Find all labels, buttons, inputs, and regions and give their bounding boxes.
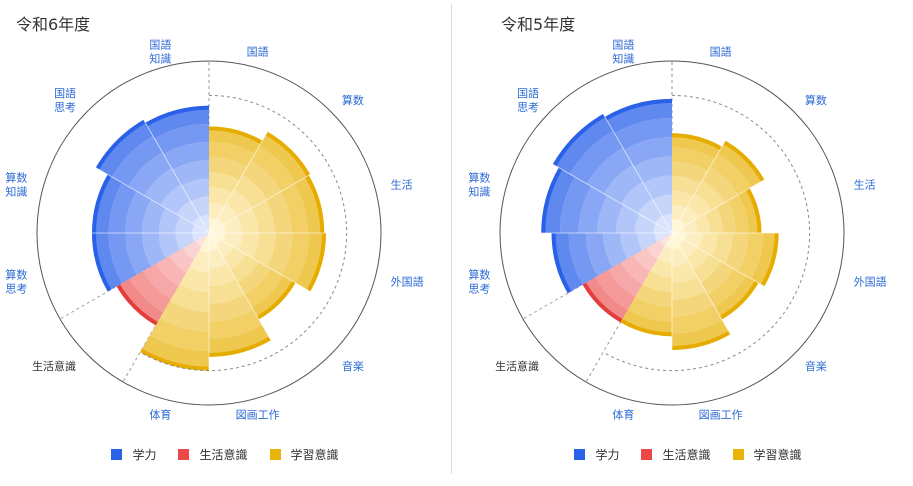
category-label-生活: 生活 bbox=[854, 177, 876, 191]
bar-算数知識[interactable] bbox=[541, 167, 672, 233]
reference-arc bbox=[139, 94, 348, 372]
bar-算数[interactable] bbox=[209, 131, 311, 233]
category-label-算数知識: 算数知識 bbox=[468, 170, 490, 198]
bar-国語知識[interactable] bbox=[604, 98, 672, 233]
wedge-spoke bbox=[208, 98, 287, 234]
legend: 学力 生活意識 学習意識 bbox=[463, 446, 913, 463]
legend-item-gakuryoku[interactable]: 学力 bbox=[111, 446, 156, 463]
chart-title: 令和6年度 bbox=[16, 15, 91, 34]
bar-生活意識[interactable] bbox=[582, 233, 672, 323]
legend-label: 生活意識 bbox=[199, 448, 248, 462]
category-label-国語: 国語 bbox=[247, 44, 269, 58]
legend-label: 学習意識 bbox=[290, 448, 339, 462]
chart-panel-current-year: 令和6年度 国語 算数 生活 外国語 音楽 図画工作 体育 生活意識 算数思考 算数知識 国語思考国… bbox=[0, 0, 450, 486]
bar-算数思考[interactable] bbox=[92, 233, 209, 292]
wedge-spoke bbox=[131, 98, 210, 234]
legend-swatch-gakuryoku bbox=[111, 449, 123, 460]
panel-divider bbox=[451, 4, 452, 474]
category-label-音楽: 音楽 bbox=[342, 359, 364, 373]
outer-ring bbox=[36, 60, 382, 406]
category-label-外国語: 外国語 bbox=[854, 275, 887, 289]
category-label-音楽: 音楽 bbox=[805, 359, 827, 373]
legend-swatch-seikatsu bbox=[641, 449, 653, 460]
category-label-図画工作: 図画工作 bbox=[236, 409, 280, 422]
legend-swatch-gakushu bbox=[269, 449, 281, 460]
category-label-生活意識: 生活意識 bbox=[495, 359, 539, 373]
legend-swatch-seikatsu bbox=[178, 449, 190, 460]
wedge-spoke bbox=[594, 98, 673, 234]
bar-国語知識[interactable] bbox=[145, 105, 209, 233]
bar-算数[interactable] bbox=[672, 140, 765, 233]
category-label-生活意識: 生活意識 bbox=[32, 359, 76, 373]
category-label-国語知識: 国語知識 bbox=[612, 37, 634, 65]
bar-体育[interactable] bbox=[620, 233, 672, 337]
wedge-spoke bbox=[208, 232, 344, 311]
bar-国語[interactable] bbox=[672, 133, 722, 233]
category-label-国語思考: 国語思考 bbox=[54, 86, 76, 114]
bar-図画工作[interactable] bbox=[209, 233, 271, 357]
bar-算数思考[interactable] bbox=[551, 233, 672, 294]
category-label-国語思考: 国語思考 bbox=[517, 86, 539, 114]
legend-swatch-gakushu bbox=[732, 449, 744, 460]
category-label-算数知識: 算数知識 bbox=[5, 170, 27, 198]
wedge-spoke bbox=[537, 155, 673, 234]
bar-生活[interactable] bbox=[209, 175, 325, 233]
bar-体育[interactable] bbox=[140, 233, 209, 371]
legend: 学力 生活意識 学習意識 bbox=[0, 446, 450, 463]
category-label-算数思考: 算数思考 bbox=[5, 268, 27, 296]
bar-生活意識[interactable] bbox=[116, 233, 209, 326]
category-label-算数思考: 算数思考 bbox=[468, 268, 490, 296]
bar-算数知識[interactable] bbox=[92, 174, 209, 233]
category-label-算数: 算数 bbox=[805, 93, 827, 107]
outer-ring bbox=[499, 60, 845, 406]
legend-item-gakuryoku[interactable]: 学力 bbox=[574, 446, 619, 463]
category-label-生活: 生活 bbox=[391, 177, 413, 191]
wedge-spoke bbox=[671, 232, 807, 311]
category-label-算数: 算数 bbox=[342, 93, 364, 107]
bar-国語思考[interactable] bbox=[552, 113, 672, 233]
bar-音楽[interactable] bbox=[209, 233, 296, 320]
legend-item-gakushu[interactable]: 学習意識 bbox=[732, 446, 802, 463]
bar-国語思考[interactable] bbox=[95, 119, 209, 233]
legend-item-seikatsu[interactable]: 生活意識 bbox=[641, 446, 711, 463]
legend-label: 学力 bbox=[132, 448, 157, 462]
legend-item-gakushu[interactable]: 学習意識 bbox=[269, 446, 339, 463]
chart-panel-previous-year: 令和5年度 国語 算数 生活 外国語 音楽 図画工作 体育 生活意識 算数思考 算数知識 国語思考国… bbox=[463, 0, 913, 486]
wedge-spoke bbox=[671, 155, 807, 234]
wedge-spoke bbox=[671, 232, 750, 368]
bar-外国語[interactable] bbox=[672, 233, 779, 287]
bar-生活[interactable] bbox=[672, 188, 762, 233]
category-label-体育: 体育 bbox=[612, 408, 634, 422]
category-label-体育: 体育 bbox=[149, 408, 171, 422]
legend-swatch-gakuryoku bbox=[574, 449, 586, 460]
bar-音楽[interactable] bbox=[672, 233, 759, 320]
category-label-外国語: 外国語 bbox=[391, 275, 424, 289]
chart-title: 令和5年度 bbox=[501, 15, 576, 34]
legend-label: 生活意識 bbox=[662, 448, 711, 462]
wedge-spoke bbox=[208, 155, 344, 234]
wedge-spoke bbox=[74, 155, 210, 234]
legend-item-seikatsu[interactable]: 生活意識 bbox=[178, 446, 248, 463]
category-label-国語: 国語 bbox=[710, 44, 732, 58]
wedge-spoke bbox=[208, 232, 287, 368]
bar-図画工作[interactable] bbox=[672, 233, 731, 350]
wedge-spoke bbox=[671, 98, 750, 234]
category-label-国語知識: 国語知識 bbox=[149, 37, 171, 65]
legend-label: 学習意識 bbox=[753, 448, 802, 462]
category-label-図画工作: 図画工作 bbox=[699, 409, 743, 422]
reference-arc bbox=[602, 94, 811, 372]
legend-label: 学力 bbox=[595, 448, 620, 462]
